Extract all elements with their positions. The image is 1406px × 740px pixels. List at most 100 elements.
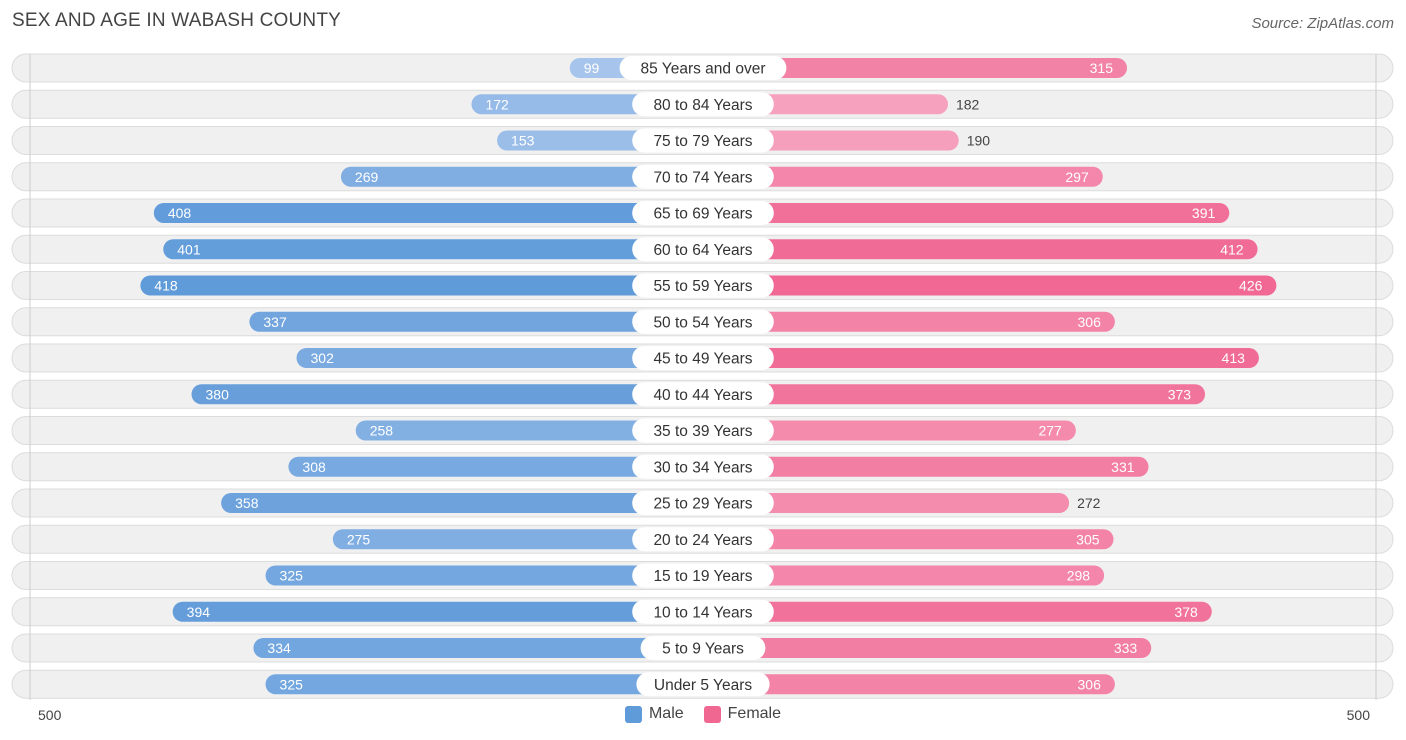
category-label: 5 to 9 Years [662, 641, 744, 658]
category-pill [632, 309, 774, 334]
legend: Male Female [0, 705, 1406, 723]
legend-label-female: Female [727, 705, 782, 722]
category-label: 30 to 34 Years [653, 459, 752, 476]
category-pill [632, 128, 774, 153]
female-value-label: 331 [1111, 459, 1135, 475]
male-bar[interactable] [288, 456, 703, 477]
female-bar[interactable] [703, 311, 1115, 332]
category-label: 55 to 59 Years [653, 278, 752, 295]
female-value-label: 272 [1077, 495, 1101, 511]
male-bar[interactable] [253, 638, 703, 658]
chart-row: 99 315 85 Years and over [11, 53, 1394, 83]
chart-row: 325 298 15 to 19 Years [11, 561, 1394, 590]
chart-row: 401 412 60 to 64 Years [11, 234, 1394, 264]
category-label: 45 to 49 Years [653, 351, 752, 368]
male-bar[interactable] [140, 275, 703, 296]
female-value-label: 306 [1078, 314, 1102, 330]
male-bar[interactable] [249, 311, 703, 332]
category-pill [632, 527, 774, 552]
category-pill [632, 92, 774, 117]
male-bar[interactable] [265, 674, 703, 695]
axis-tick-right: 500 [1346, 707, 1370, 723]
chart-row: 337 306 50 to 54 Years [11, 307, 1394, 337]
male-value-label: 99 [584, 60, 600, 76]
female-bar[interactable] [703, 203, 1230, 223]
male-value-label: 172 [485, 96, 509, 112]
category-label: 85 Years and over [641, 61, 766, 78]
female-value-label: 182 [956, 96, 980, 112]
male-bar[interactable] [191, 384, 703, 405]
male-bar[interactable] [296, 348, 703, 368]
female-value-label: 413 [1222, 350, 1246, 366]
female-bar[interactable] [703, 456, 1149, 477]
male-value-label: 394 [187, 604, 211, 620]
legend-item-male[interactable]: Male [624, 705, 684, 723]
male-value-label: 153 [511, 133, 535, 149]
female-bar[interactable] [703, 275, 1277, 296]
female-bar[interactable] [703, 348, 1259, 368]
male-bar[interactable] [340, 166, 703, 187]
category-pill [632, 418, 774, 443]
category-label: 10 to 14 Years [653, 604, 752, 621]
category-pill [632, 491, 774, 515]
category-pill [632, 237, 774, 262]
male-value-label: 308 [302, 459, 326, 475]
legend-item-female[interactable]: Female [703, 705, 782, 723]
category-label: 50 to 54 Years [653, 314, 752, 331]
female-bar[interactable] [703, 638, 1152, 658]
chart-row: 325 306 Under 5 Years [11, 669, 1394, 699]
category-pill [632, 454, 774, 479]
female-value-label: 426 [1239, 278, 1263, 294]
female-value-label: 412 [1220, 241, 1244, 257]
category-pill [632, 273, 774, 298]
category-pill [632, 563, 774, 588]
legend-label-male: Male [648, 705, 684, 722]
female-bar[interactable] [703, 239, 1258, 260]
category-label: 35 to 39 Years [653, 423, 752, 440]
category-pill [632, 382, 774, 407]
chart-row: 269 297 70 to 74 Years [11, 162, 1394, 192]
category-label: Under 5 Years [654, 677, 752, 694]
female-value-label: 297 [1065, 169, 1089, 185]
female-bar[interactable] [703, 58, 1127, 78]
male-swatch-icon [624, 705, 642, 723]
female-value-label: 315 [1090, 60, 1114, 76]
chart-row: 394 378 10 to 14 Years [11, 597, 1394, 627]
chart-title: SEX AND AGE IN WABASH COUNTY [12, 10, 342, 31]
male-bar[interactable] [163, 239, 703, 260]
chart-row: 380 373 40 to 44 Years [11, 379, 1394, 409]
male-value-label: 325 [280, 568, 304, 584]
female-bar[interactable] [703, 166, 1103, 187]
male-bar[interactable] [172, 601, 703, 622]
chart-row: 275 305 20 to 24 Years [11, 524, 1394, 554]
chart-row: 302 413 45 to 49 Years [11, 343, 1394, 373]
male-bar[interactable] [332, 529, 703, 550]
female-bar[interactable] [703, 601, 1212, 622]
male-bar[interactable] [221, 493, 703, 513]
category-label: 40 to 44 Years [653, 387, 752, 404]
category-pill [632, 346, 774, 370]
chart-row: 308 331 30 to 34 Years [11, 452, 1394, 482]
female-bar[interactable] [703, 529, 1114, 550]
female-bar[interactable] [703, 493, 1070, 513]
male-value-label: 401 [177, 241, 201, 257]
chart-row: 153 190 75 to 79 Years [11, 126, 1394, 155]
category-label: 15 to 19 Years [653, 568, 752, 585]
chart-row: 418 426 55 to 59 Years [11, 271, 1394, 300]
female-value-label: 378 [1174, 604, 1198, 620]
female-value-label: 391 [1192, 205, 1216, 221]
male-bar[interactable] [153, 203, 703, 223]
male-value-label: 302 [311, 350, 335, 366]
female-bar[interactable] [703, 420, 1076, 441]
male-bar[interactable] [355, 420, 703, 441]
male-bar[interactable] [265, 565, 703, 586]
category-label: 25 to 29 Years [653, 496, 752, 513]
female-bar[interactable] [703, 674, 1115, 695]
female-value-label: 190 [967, 133, 991, 149]
female-bar[interactable] [703, 384, 1206, 405]
chart-row: 334 333 5 to 9 Years [11, 633, 1394, 663]
female-bar[interactable] [703, 565, 1105, 586]
male-value-label: 325 [280, 676, 304, 692]
category-label: 20 to 24 Years [653, 532, 752, 549]
